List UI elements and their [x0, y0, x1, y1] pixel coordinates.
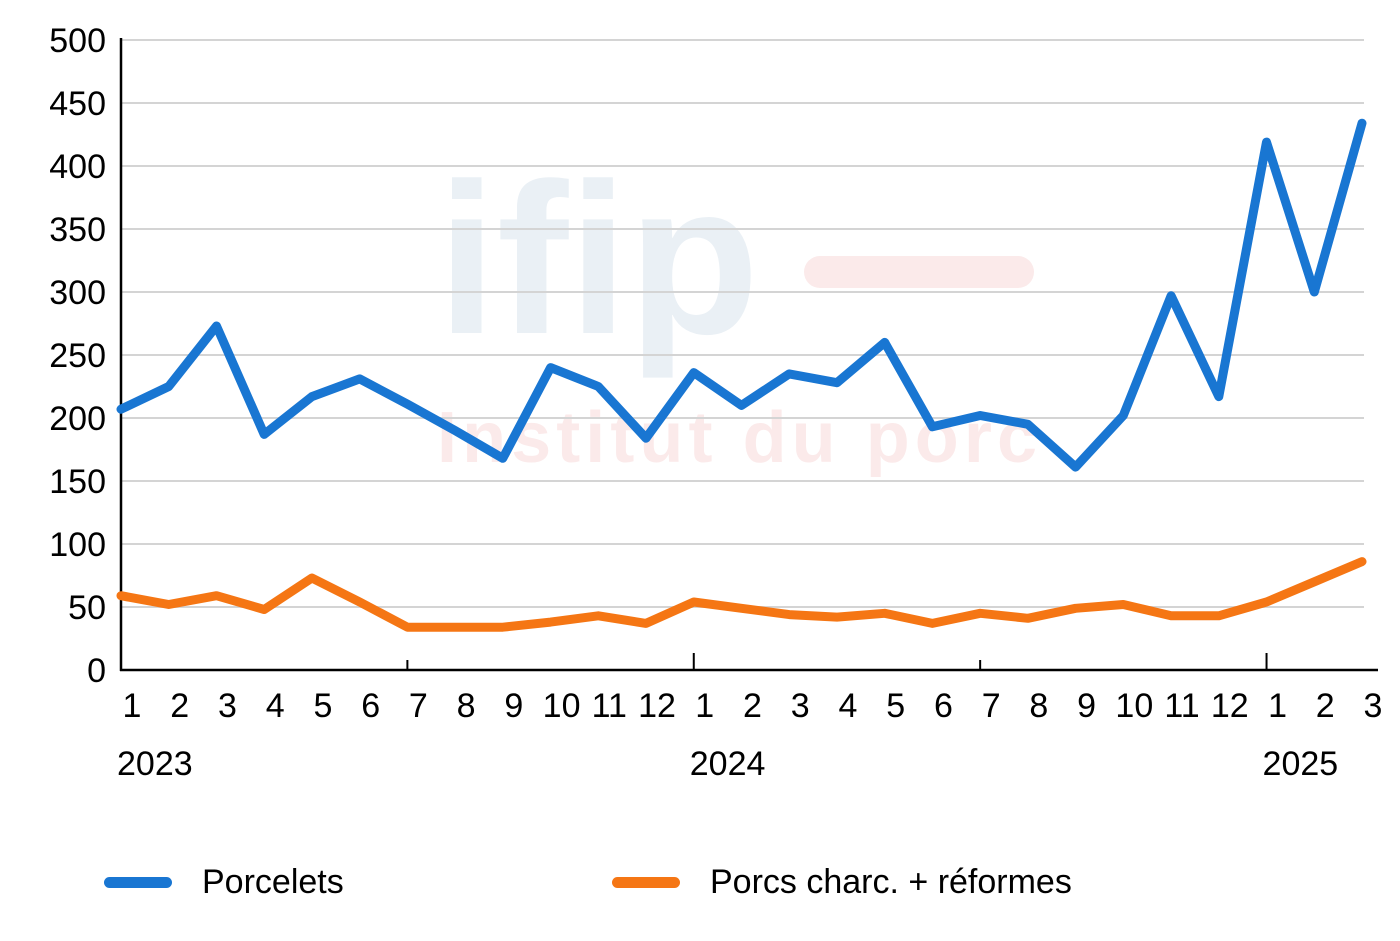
y-tick-label: 0 — [87, 652, 106, 690]
x-tick-label: 7 — [409, 687, 428, 725]
x-tick-label: 5 — [886, 687, 905, 725]
legend-label: Porcelets — [202, 862, 344, 901]
x-tick-label: 1 — [1268, 687, 1287, 725]
y-tick-label: 150 — [49, 463, 106, 501]
series-line-porcelets — [116, 118, 1367, 472]
x-tick-label: 3 — [218, 687, 237, 725]
x-tick-label: 10 — [1115, 687, 1153, 725]
legend-swatch-orange — [612, 876, 680, 888]
y-tick-label: 450 — [49, 85, 106, 123]
x-tick-label: 8 — [1029, 687, 1048, 725]
x-tick-label: 12 — [1211, 687, 1249, 725]
gridlines — [121, 39, 1364, 608]
legend: Porcelets Porcs charc. + réformes — [0, 860, 1400, 910]
x-tick-label: 10 — [543, 687, 581, 725]
x-tick-label: 6 — [934, 687, 953, 725]
series-lines — [116, 118, 1367, 632]
x-tick-label: 11 — [1164, 687, 1199, 725]
year-label: 2023 — [117, 745, 193, 783]
year-label: 2024 — [690, 745, 766, 783]
y-tick-label: 100 — [49, 526, 106, 564]
y-tick-label: 300 — [49, 274, 106, 312]
watermark-logo: ifip — [437, 138, 759, 379]
x-tick-label: 8 — [457, 687, 476, 725]
x-tick-label: 1 — [123, 687, 142, 725]
line-chart: ifip Institut du porc 0 50 100 150 200 250 300 3… — [49, 22, 1382, 783]
x-tick-label: 11 — [592, 687, 627, 725]
ifip-watermark: ifip Institut du porc — [437, 138, 1037, 478]
x-tick-label: 9 — [504, 687, 523, 725]
x-tick-label: 1 — [695, 687, 714, 725]
x-tick-label: 4 — [266, 687, 285, 725]
x-tick-label: 3 — [791, 687, 810, 725]
y-tick-label: 50 — [68, 589, 106, 627]
y-tick-label: 400 — [49, 148, 106, 186]
x-tick-label: 2 — [170, 687, 189, 725]
x-tick-label: 3 — [1364, 687, 1383, 725]
watermark-bar — [804, 256, 1034, 288]
y-tick-label: 200 — [49, 400, 106, 438]
y-tick-label: 500 — [49, 22, 106, 60]
year-label: 2025 — [1263, 745, 1339, 783]
x-tick-label: 7 — [982, 687, 1001, 725]
y-axis: 0 50 100 150 200 250 300 350 400 450 500 — [49, 22, 123, 690]
x-tick-label: 12 — [638, 687, 676, 725]
legend-item-porcs-charc: Porcs charc. + réformes — [612, 860, 1072, 904]
legend-swatch-blue — [104, 876, 172, 888]
legend-label: Porcs charc. + réformes — [710, 862, 1072, 901]
x-tick-label: 2 — [1316, 687, 1335, 725]
watermark-subtitle: Institut du porc — [437, 398, 1037, 478]
x-tick-label: 9 — [1077, 687, 1096, 725]
x-tick-label: 6 — [361, 687, 380, 725]
y-tick-label: 350 — [49, 211, 106, 249]
x-tick-label: 2 — [743, 687, 762, 725]
legend-item-porcelets: Porcelets — [104, 860, 344, 904]
x-tick-label: 5 — [313, 687, 332, 725]
y-tick-label: 250 — [49, 337, 106, 375]
series-line-porcs-charc-r-formes — [116, 557, 1367, 632]
x-tick-label: 4 — [839, 687, 858, 725]
